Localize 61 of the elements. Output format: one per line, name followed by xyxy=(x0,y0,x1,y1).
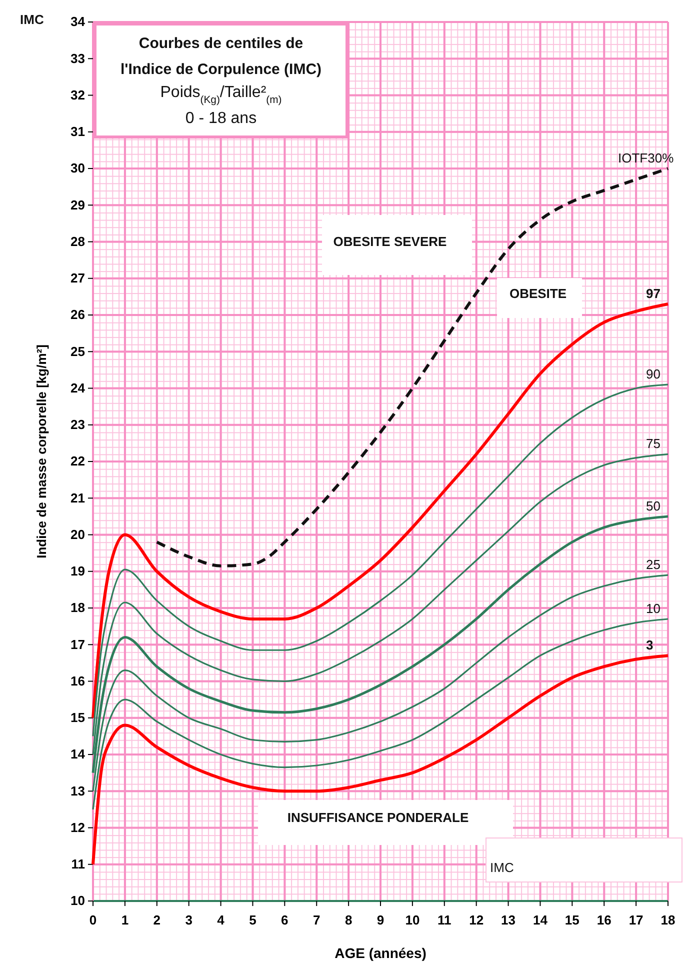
y-tick-label: 29 xyxy=(70,197,85,212)
x-tick-label: 6 xyxy=(281,912,288,928)
y-tick-label: 12 xyxy=(70,820,85,835)
x-tick-label: 8 xyxy=(344,912,352,928)
x-axis-title: AGE (années) xyxy=(334,945,426,961)
y-tick-label: 33 xyxy=(70,50,85,66)
annotation: OBESITE xyxy=(509,286,567,301)
y-tick-label: 25 xyxy=(70,344,85,359)
x-tick-label: 3 xyxy=(185,912,192,928)
x-tick-label: 15 xyxy=(564,912,580,928)
y-tick-label: 30 xyxy=(70,160,85,176)
y-tick-label: 14 xyxy=(70,746,86,762)
series-label: 90 xyxy=(646,366,660,382)
series-label: 50 xyxy=(646,498,660,514)
y-tick-label: 21 xyxy=(70,490,85,506)
y-tick-label: 16 xyxy=(70,673,85,688)
y-axis-title: Indice de masse corporelle [kg/m²] xyxy=(34,344,49,558)
x-tick-label: 1 xyxy=(121,912,129,928)
x-tick-label: 0 xyxy=(89,912,97,928)
y-tick-label: 15 xyxy=(70,710,85,726)
series-label: 25 xyxy=(646,557,660,572)
y-tick-label: 24 xyxy=(70,380,86,396)
y-tick-label: 17 xyxy=(70,636,85,652)
y-tick-label: 18 xyxy=(70,600,85,616)
y-tick-label: 32 xyxy=(70,87,85,102)
x-tick-label: 2 xyxy=(153,912,161,928)
y-tick-label: 23 xyxy=(70,417,85,432)
series-label: 3 xyxy=(646,638,654,653)
y-tick-label: 26 xyxy=(70,307,85,322)
text: Courbes de centiles de l'Indice de Corpulence (IMC) xyxy=(120,35,322,78)
annotation: INSUFFISANCE PONDERALE xyxy=(287,810,469,825)
x-tick-label: 5 xyxy=(249,912,256,928)
x-tick-label: 7 xyxy=(312,912,320,928)
series-label: 97 xyxy=(646,286,660,302)
y-tick-label: 28 xyxy=(70,234,85,249)
x-tick-label: 12 xyxy=(469,912,484,928)
text: Poids$_{(Kg)}$/Taille²$_{(m)}$ 0 - 18 ans xyxy=(160,84,282,127)
y-tick-label: 27 xyxy=(70,270,85,286)
x-tick-label: 9 xyxy=(376,912,384,928)
text: IMC xyxy=(20,12,44,27)
y-tick-label: 22 xyxy=(70,454,85,469)
y-tick-label: 34 xyxy=(70,14,86,30)
y-tick-label: 10 xyxy=(70,893,85,908)
x-tick-label: 16 xyxy=(596,912,612,928)
y-tick-label: 11 xyxy=(71,856,85,872)
annotation: OBESITE SEVERE xyxy=(333,234,448,249)
series-label: 10 xyxy=(646,600,660,616)
x-tick-label: 11 xyxy=(438,912,452,928)
y-tick-label: 20 xyxy=(70,526,85,542)
x-tick-label: 10 xyxy=(405,912,420,928)
y-tick-label: 19 xyxy=(70,564,85,579)
series-label: 75 xyxy=(646,436,660,452)
y-tick-label: 31 xyxy=(70,124,85,140)
x-tick-label: 4 xyxy=(217,912,226,928)
y-tick-label: 13 xyxy=(70,783,85,798)
x-tick-label: 18 xyxy=(660,912,676,928)
x-tick-label: 13 xyxy=(501,912,516,928)
x-tick-label: 17 xyxy=(628,912,644,928)
x-tick-label: 14 xyxy=(532,912,548,928)
annotation: IMC xyxy=(490,860,514,875)
series-label: IOTF30% xyxy=(618,150,674,166)
